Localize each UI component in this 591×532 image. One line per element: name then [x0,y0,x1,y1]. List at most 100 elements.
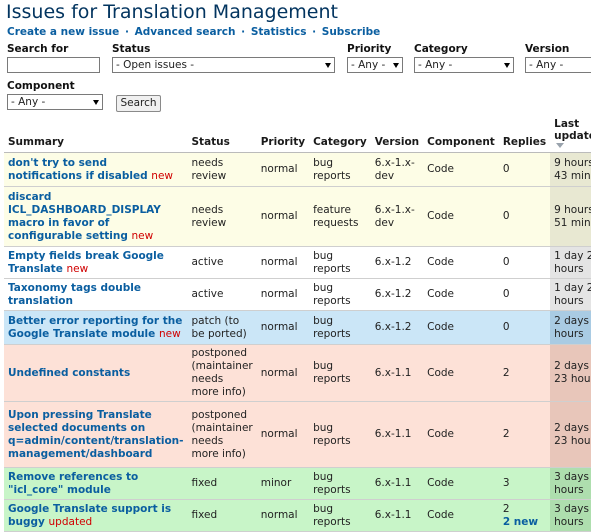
priority-filter-label: Priority [347,43,392,55]
issue-priority: normal [256,310,310,345]
issue-title-link[interactable]: Taxonomy tags double translation [8,281,141,307]
issue-title-link[interactable]: Undefined constants [8,366,131,379]
reply-count: 2 [502,366,510,379]
issue-replies: 0 [498,310,551,345]
issue-status: active [187,278,257,311]
category-select[interactable]: - Any - [414,57,514,73]
header-version[interactable]: Version [370,116,424,153]
issue-component: Code [423,344,499,402]
new-replies-link[interactable]: 2 new [502,515,539,528]
issue-replies: 0 [498,152,551,187]
header-status[interactable]: Status [187,116,257,153]
chevron-down-icon [393,63,399,68]
version-filter-label: Version [525,43,570,55]
issue-category: bug reports [309,278,371,311]
header-last-updated[interactable]: Last updated [550,116,591,153]
issue-version: 6.x-1.2 [370,246,424,279]
component-select[interactable]: - Any - [7,94,103,110]
issue-replies: 0 [498,246,551,279]
issue-title-link[interactable]: Better error reporting for the Google Tr… [8,314,183,340]
header-component[interactable]: Component [423,116,499,153]
advanced-search-link[interactable]: Advanced search [134,26,236,38]
issue-version: 6.x-1.1 [370,467,424,500]
table-row: Upon pressing Translate selected documen… [4,401,591,468]
reply-count: 2 [502,428,510,440]
issue-component: Code [423,246,499,279]
issue-category: bug reports [309,499,371,532]
table-row: Remove references to "icl_core" module f… [4,467,591,500]
header-summary[interactable]: Summary [4,116,188,153]
link-separator: · [312,26,317,38]
issue-component: Code [423,401,499,468]
table-row: Undefined constants postponed (maintaine… [4,344,591,402]
issue-version: 6.x-1.1 [370,344,424,402]
issue-marker: new [158,327,181,340]
header-last-updated-label: Last updated [554,118,591,142]
issue-summary[interactable]: Google Translate support is buggy update… [4,499,188,532]
issue-summary[interactable]: Undefined constants [4,344,188,402]
table-row: don't try to send notifications if disab… [4,152,591,187]
issue-title-link[interactable]: discard ICL_DASHBOARD_DISPLAY macro in f… [8,190,161,242]
issue-last-updated: 2 days 5 hours [550,310,591,345]
subscribe-link[interactable]: Subscribe [321,26,381,38]
reply-count: 0 [502,210,510,222]
header-replies[interactable]: Replies [498,116,551,153]
issue-summary[interactable]: Upon pressing Translate selected documen… [4,401,188,468]
issue-version: 6.x-1.1 [370,401,424,468]
issue-replies: 0 [498,278,551,311]
issue-version: 6.x-1.x-dev [370,186,424,247]
search-button[interactable]: Search [116,95,161,112]
table-row: Google Translate support is buggy update… [4,499,591,532]
issue-last-updated: 3 days 2 hours [550,467,591,500]
issue-priority: minor [256,467,310,500]
issue-component: Code [423,499,499,532]
issue-status: fixed [187,467,257,500]
issue-title-link[interactable]: Upon pressing Translate selected documen… [8,408,184,460]
create-issue-link[interactable]: Create a new issue [7,26,120,38]
issue-summary[interactable]: don't try to send notifications if disab… [4,152,188,187]
priority-select[interactable]: - Any - [347,57,403,73]
version-select[interactable]: - Any - [525,57,591,73]
issue-priority: normal [256,401,310,468]
issue-title-link[interactable]: Remove references to "icl_core" module [8,470,139,496]
issue-summary[interactable]: Empty fields break Google Translate new [4,246,188,279]
issue-component: Code [423,278,499,311]
reply-count: 0 [502,163,510,175]
issue-last-updated: 9 hours 43 min [550,152,591,187]
issue-replies: 0 [498,186,551,247]
issue-summary[interactable]: Better error reporting for the Google Tr… [4,310,188,345]
issue-title-link[interactable]: don't try to send notifications if disab… [8,156,148,182]
statistics-link[interactable]: Statistics [250,26,307,38]
issue-version: 6.x-1.x-dev [370,152,424,187]
header-priority[interactable]: Priority [256,116,310,153]
issue-replies: 2 [498,401,551,468]
issue-summary[interactable]: Remove references to "icl_core" module [4,467,188,500]
issue-summary[interactable]: discard ICL_DASHBOARD_DISPLAY macro in f… [4,186,188,247]
issue-status: postponed (maintainer needs more info) [187,344,257,402]
issue-priority: normal [256,152,310,187]
issue-priority: normal [256,278,310,311]
table-row: Better error reporting for the Google Tr… [4,310,591,345]
search-input[interactable] [7,57,100,73]
sort-descending-icon [556,143,565,148]
issue-last-updated: 1 day 23 hours [550,278,591,311]
issue-summary[interactable]: Taxonomy tags double translation [4,278,188,311]
issue-status: patch (to be ported) [187,310,257,345]
search-for-label: Search for [7,43,69,55]
header-category[interactable]: Category [309,116,371,153]
table-header-row: Summary Status Priority Category Version… [4,116,591,153]
issue-title-link[interactable]: Empty fields break Google Translate [8,249,164,275]
issue-category: bug reports [309,152,371,187]
reply-count: 3 [502,477,510,489]
issue-last-updated: 9 hours 51 min [550,186,591,247]
issue-version: 6.x-1.2 [370,310,424,345]
issue-marker: updated [48,515,93,528]
table-row: Empty fields break Google Translate new a… [4,246,591,279]
issue-category: bug reports [309,401,371,468]
issue-status: needs review [187,152,257,187]
status-select[interactable]: - Open issues - [112,57,335,73]
issue-priority: normal [256,246,310,279]
issue-version: 6.x-1.2 [370,278,424,311]
page-title: Issues for Translation Management [6,1,338,23]
